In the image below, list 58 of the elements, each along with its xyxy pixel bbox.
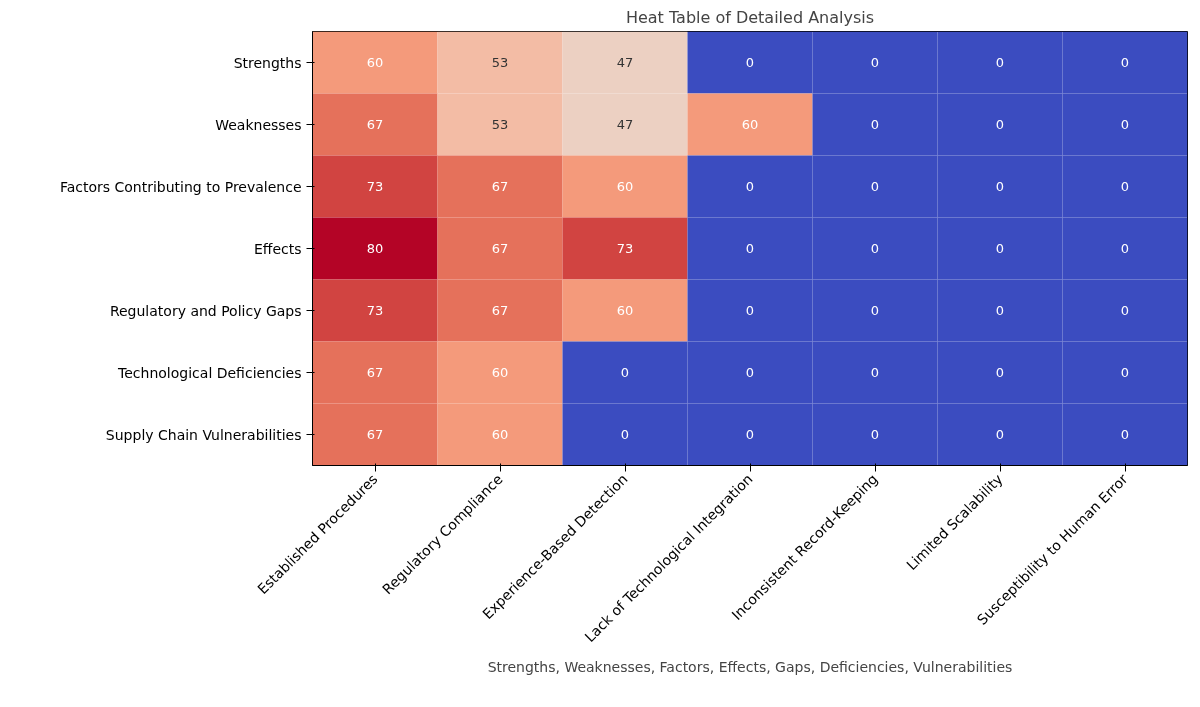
data-label: 0 <box>995 179 1005 194</box>
data-label: 60 <box>616 303 634 318</box>
data-label: 60 <box>366 55 384 70</box>
data-label: 67 <box>366 427 384 442</box>
data-label: 0 <box>995 117 1005 132</box>
data-label: 0 <box>995 303 1005 318</box>
y-tick-label: Weaknesses <box>215 116 302 133</box>
data-label: 60 <box>616 179 634 194</box>
data-label: 0 <box>1120 427 1130 442</box>
data-label: 60 <box>491 365 509 380</box>
data-label: 0 <box>620 365 630 380</box>
data-label: 0 <box>1120 241 1130 256</box>
data-label: 73 <box>616 241 634 256</box>
data-label: 0 <box>995 365 1005 380</box>
data-label: 0 <box>870 365 880 380</box>
y-tick-label: Factors Contributing to Prevalence <box>59 178 302 195</box>
data-label: 60 <box>741 117 759 132</box>
data-label: 0 <box>745 427 755 442</box>
data-label: 0 <box>1120 117 1130 132</box>
x-axis-title: Strengths, Weaknesses, Factors, Effects, Gaps, Deficiencies, Vulnerabilities <box>487 658 1013 675</box>
data-label: 0 <box>1120 303 1130 318</box>
data-label: 47 <box>616 117 634 132</box>
data-label: 0 <box>745 241 755 256</box>
data-label: 0 <box>745 179 755 194</box>
data-label: 0 <box>870 427 880 442</box>
data-label: 0 <box>745 55 755 70</box>
data-label: 0 <box>870 55 880 70</box>
data-label: 0 <box>745 365 755 380</box>
data-label: 0 <box>870 179 880 194</box>
data-label: 67 <box>491 179 509 194</box>
data-label: 67 <box>366 365 384 380</box>
data-label: 0 <box>1120 179 1130 194</box>
data-label: 67 <box>491 241 509 256</box>
data-label: 0 <box>995 55 1005 70</box>
data-label: 73 <box>366 303 384 318</box>
data-label: 0 <box>995 241 1005 256</box>
data-label: 60 <box>491 427 509 442</box>
data-label: 67 <box>491 303 509 318</box>
y-tick-label: Effects <box>253 240 302 257</box>
y-tick-label: Supply Chain Vulnerabilities <box>105 426 302 443</box>
y-tick-label: Regulatory and Policy Gaps <box>109 302 302 319</box>
data-label: 0 <box>870 241 880 256</box>
data-label: 0 <box>1120 365 1130 380</box>
data-label: 53 <box>491 55 509 70</box>
data-label: 80 <box>366 241 384 256</box>
data-label: 0 <box>870 117 880 132</box>
data-label: 53 <box>491 117 509 132</box>
data-label: 0 <box>995 427 1005 442</box>
data-label: 0 <box>745 303 755 318</box>
data-label: 47 <box>616 55 634 70</box>
data-label: 0 <box>620 427 630 442</box>
chart-title: Heat Table of Detailed Analysis <box>625 7 875 27</box>
data-label: 0 <box>1120 55 1130 70</box>
y-tick-label: Strengths <box>233 54 302 71</box>
data-label: 0 <box>870 303 880 318</box>
data-label: 73 <box>366 179 384 194</box>
data-label: 67 <box>366 117 384 132</box>
y-tick-label: Technological Deficiencies <box>117 364 302 381</box>
